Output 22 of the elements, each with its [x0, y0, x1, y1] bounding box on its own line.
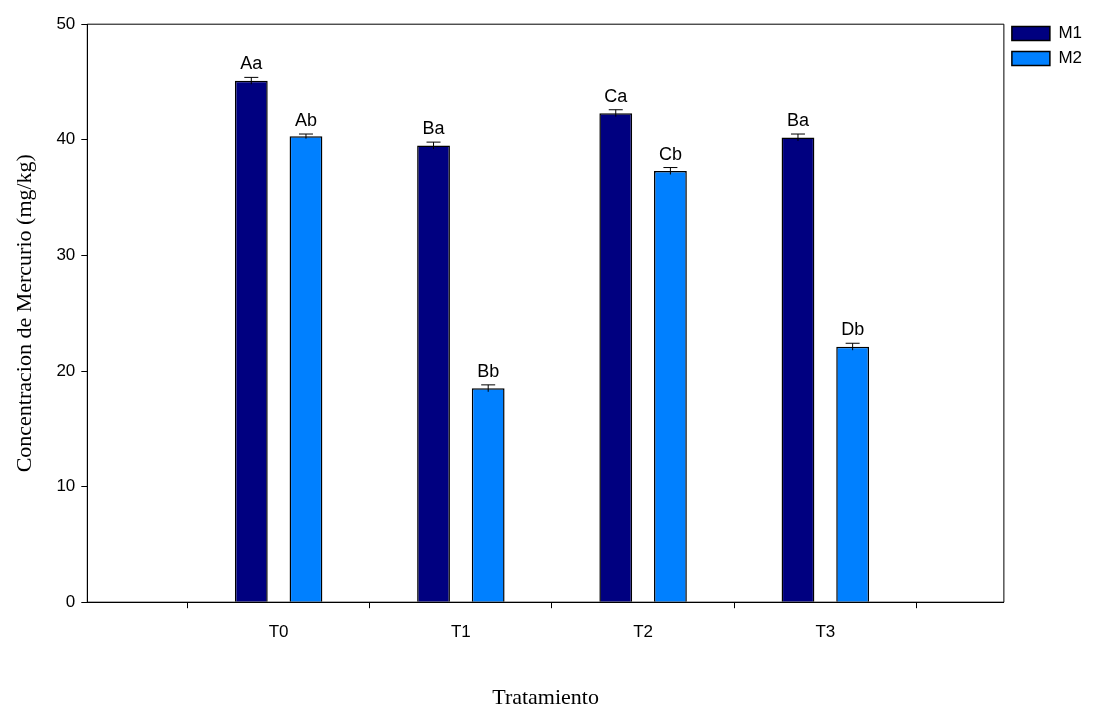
data-label: Ba	[786, 109, 810, 130]
y-tick-label: 50	[56, 13, 76, 33]
data-label: Bb	[477, 360, 500, 381]
x-tick-label: T2	[633, 622, 654, 642]
data-label: Ab	[294, 109, 317, 130]
y-tick-label: 0	[65, 591, 76, 611]
data-label: Ba	[422, 118, 446, 139]
y-axis-title: Concentracion de Mercurio (mg/kg)	[10, 154, 36, 473]
data-label: Cb	[658, 143, 682, 164]
data-label: Ca	[604, 85, 629, 106]
legend-label: M1	[1058, 23, 1083, 43]
x-tick-label: T0	[268, 622, 289, 642]
x-tick-label: T3	[815, 622, 836, 642]
data-label: Db	[841, 319, 865, 340]
legend-label: M2	[1058, 48, 1083, 68]
y-tick-label: 40	[56, 129, 76, 149]
x-axis-title: Tratamiento	[492, 683, 599, 709]
y-tick-label: 10	[56, 476, 76, 496]
y-tick-label: 20	[56, 360, 76, 380]
y-tick-label: 30	[56, 245, 76, 265]
data-label: Aa	[240, 53, 264, 74]
x-tick-label: T1	[450, 622, 471, 642]
